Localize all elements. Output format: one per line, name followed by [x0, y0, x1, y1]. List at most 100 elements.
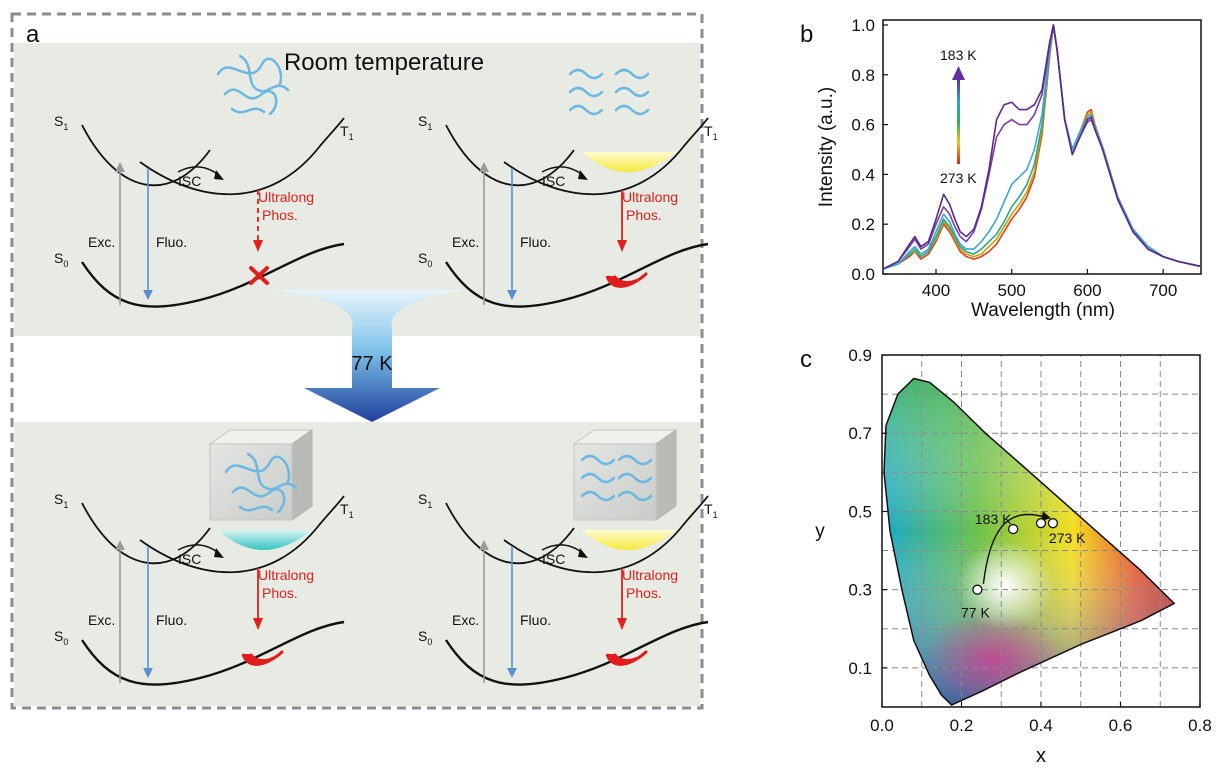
- fluorescence-label: Fluo.: [520, 234, 551, 250]
- s0-label-subscript: 0: [427, 637, 432, 647]
- s0-label-subscript: 0: [427, 259, 432, 269]
- isc-arrow-head: [578, 170, 588, 180]
- cie-point-label: 77 K: [961, 605, 990, 621]
- panel-b-y-tick-label: 0.4: [851, 165, 875, 184]
- polymer-chain: [224, 455, 291, 484]
- cie-point-label: 273 K: [1049, 530, 1086, 546]
- panel-a-border: [10, 12, 704, 710]
- ultralong-label: Ultralong: [258, 189, 314, 205]
- s1-label: S1: [418, 491, 432, 510]
- polymer-chain: [223, 88, 278, 116]
- excitation-label: Exc.: [452, 234, 479, 250]
- panel-b-x-tick-label: 600: [1073, 281, 1101, 300]
- ordered-chains-icon: [568, 68, 650, 116]
- fluorescence-arrow-head: [507, 668, 517, 678]
- polymer-chain: [246, 452, 298, 491]
- panel-c-x-tick-label: 0.8: [1188, 716, 1212, 735]
- isc-arrow-head: [214, 170, 224, 180]
- panel-c-x-axis-label: x: [1036, 745, 1046, 767]
- s1-label: S1: [54, 491, 68, 510]
- cie-point: [1008, 523, 1019, 535]
- t1-population-fill: [582, 152, 676, 172]
- t1-label-subscript: 1: [713, 132, 718, 142]
- disordered-chains-icon: [224, 452, 298, 514]
- s0-label-symbol: S: [54, 628, 63, 644]
- t1-label: T1: [340, 501, 354, 520]
- isc-label: ISC: [542, 551, 565, 567]
- panel-c-x-tick-label: 0.6: [1109, 716, 1133, 735]
- emission-glow-icon: [605, 272, 648, 288]
- phos-label: Phos.: [262, 585, 298, 601]
- no-emission-cross-icon: [249, 266, 269, 285]
- fluorescence-arrow-head: [143, 290, 153, 300]
- s0-label: S0: [418, 250, 432, 269]
- s0-curve: [80, 620, 345, 686]
- t1-label: T1: [704, 123, 718, 142]
- excitation-arrow-head: [115, 162, 125, 172]
- phosphorescence-arrow-head: [617, 240, 627, 252]
- spectral-locus-outline: [883, 377, 1176, 706]
- rigid-matrix-cube-side: [655, 429, 677, 521]
- t1-label-subscript: 1: [349, 510, 354, 520]
- cooling-temperature-label: 77 K: [351, 353, 393, 375]
- wave-chain: [580, 490, 616, 502]
- temperature-shift-arrow-line: [982, 513, 1046, 584]
- ultralong-label: Ultralong: [258, 567, 314, 583]
- cie-white-point-region: [957, 541, 1054, 630]
- emission-glow-icon: [241, 650, 284, 666]
- s0-curve: [80, 242, 345, 308]
- panel-c-y-tick-label: 0.7: [848, 424, 872, 443]
- t1-population-fill: [582, 530, 676, 550]
- legend-label-183k: 183 K: [940, 47, 977, 63]
- isc-arrow-head: [214, 548, 224, 558]
- t1-population-fill: [218, 530, 312, 550]
- legend-label-273k: 273 K: [940, 170, 977, 186]
- cie-point: [1035, 518, 1047, 529]
- wave-chain: [568, 86, 604, 98]
- polymer-chain: [238, 54, 290, 93]
- s0-label: S0: [418, 628, 432, 647]
- t1-label: T1: [704, 501, 718, 520]
- t1-label-symbol: T: [704, 123, 713, 139]
- s1-label-symbol: S: [418, 113, 427, 129]
- fluorescence-arrow-head: [143, 668, 153, 678]
- panel-b-x-tick-label: 700: [1149, 281, 1177, 300]
- panel-c-y-tick-label: 0.9: [848, 346, 872, 365]
- ordered-chains-icon: [580, 454, 653, 502]
- s1-label-symbol: S: [54, 113, 63, 129]
- t1-label-symbol: T: [340, 501, 349, 517]
- panel-c-x-tick-label: 0.0: [870, 716, 894, 735]
- panel-c-x-tick-label: 0.4: [1029, 716, 1053, 735]
- phos-label: Phos.: [626, 207, 662, 223]
- panel-c: c 0.0 0.2 0.4 0.6 0.8 0.1 0.3 0.5 0.7 0.9 77 K 183 …: [800, 346, 1212, 767]
- panel-c-y-tick-label: 0.3: [848, 581, 872, 600]
- panel-b-y-tick-label: 0.8: [851, 66, 875, 85]
- ultralong-label: Ultralong: [622, 189, 678, 205]
- s1-label-symbol: S: [54, 491, 63, 507]
- molecular-environment: [208, 429, 314, 521]
- fluorescence-label: Fluo.: [520, 612, 551, 628]
- s1-label-symbol: S: [418, 491, 427, 507]
- polymer-chain: [231, 486, 286, 514]
- temperature-legend: 183 K 273 K: [940, 47, 977, 186]
- excitation-arrow-head: [115, 540, 125, 550]
- polymer-chain: [230, 107, 266, 114]
- t1-label-subscript: 1: [349, 132, 354, 142]
- wave-chain: [580, 454, 616, 466]
- panel-b-label: b: [800, 21, 813, 48]
- s1-label-subscript: 1: [63, 122, 68, 132]
- panel-b-y-tick-label: 0.0: [851, 265, 875, 284]
- s0-label-subscript: 0: [63, 637, 68, 647]
- s0-label-symbol: S: [418, 250, 427, 266]
- ultralong-label: Ultralong: [622, 567, 678, 583]
- s0-label: S0: [54, 250, 68, 269]
- phos-label: Phos.: [626, 585, 662, 601]
- s0-label: S0: [54, 628, 68, 647]
- fluorescence-arrow-head: [507, 290, 517, 300]
- t1-label: T1: [340, 123, 354, 142]
- panel-b-x-tick-label: 400: [922, 281, 950, 300]
- phos-label: Phos.: [262, 207, 298, 223]
- panel-c-x-tick-label: 0.2: [950, 716, 974, 735]
- wave-chain: [568, 68, 604, 80]
